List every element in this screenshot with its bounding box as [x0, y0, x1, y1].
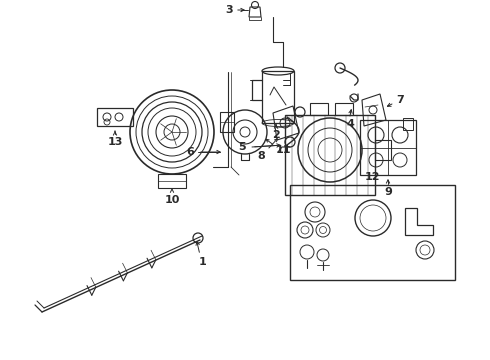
Bar [360, 120, 416, 175]
Text: 12: 12 [365, 172, 380, 182]
Text: 9: 9 [384, 187, 392, 197]
Text: 5: 5 [238, 142, 246, 152]
Bar [403, 118, 413, 130]
Bar [262, 71, 294, 123]
Text: 13: 13 [107, 137, 122, 147]
Text: 2: 2 [272, 130, 280, 140]
Bar [290, 185, 455, 280]
Bar [158, 174, 186, 188]
Bar [335, 103, 353, 115]
Text: 8: 8 [257, 151, 265, 161]
Text: 3: 3 [225, 5, 233, 15]
Text: 11: 11 [275, 145, 291, 155]
Bar [97, 108, 133, 126]
Text: 6: 6 [186, 147, 194, 157]
Text: 1: 1 [199, 257, 207, 267]
Bar [285, 115, 375, 195]
Text: 10: 10 [164, 195, 180, 205]
Bar [375, 140, 391, 160]
Text: 4: 4 [346, 119, 354, 129]
Bar [220, 112, 234, 132]
Text: 7: 7 [396, 95, 404, 105]
Bar [310, 103, 328, 115]
